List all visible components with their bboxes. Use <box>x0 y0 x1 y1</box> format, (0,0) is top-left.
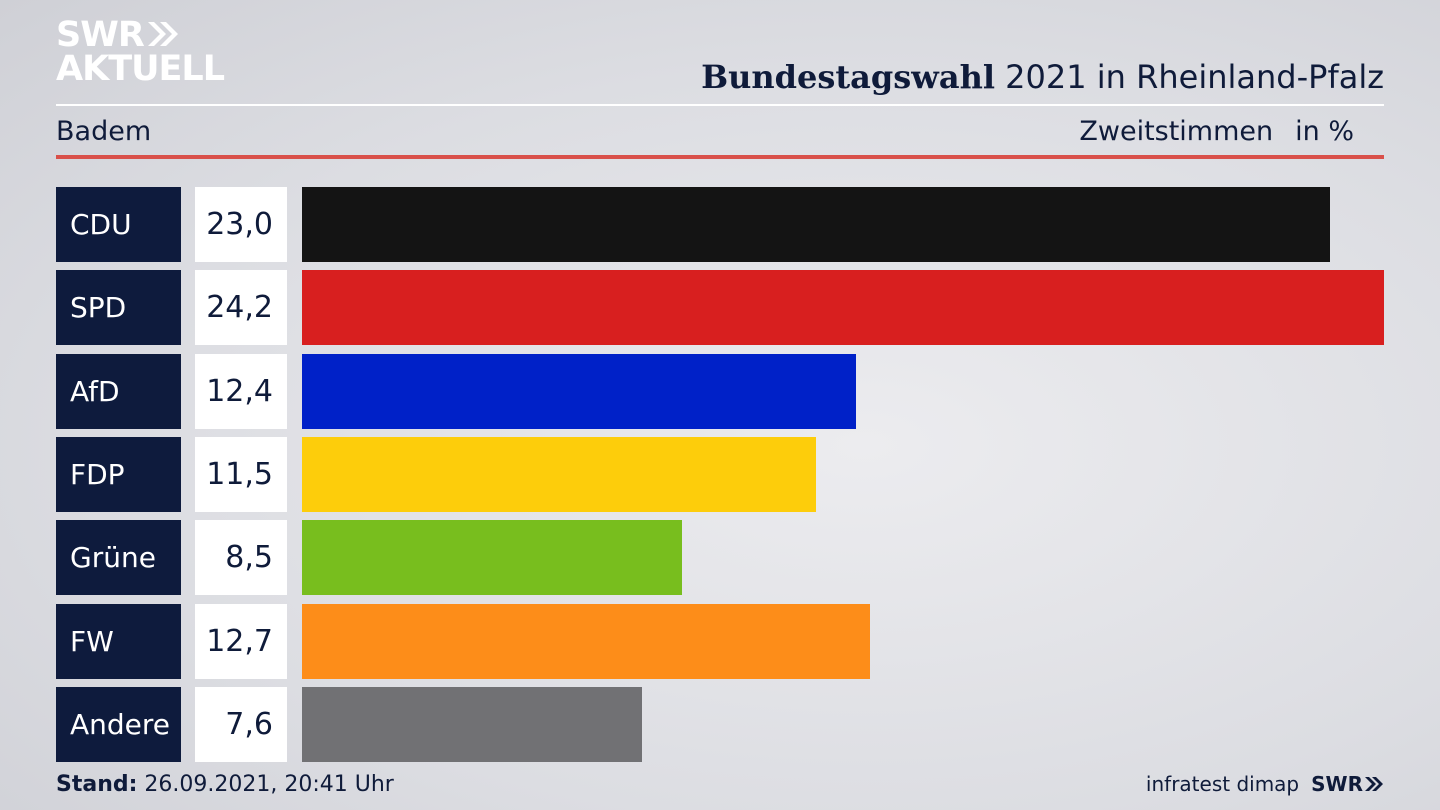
footer-credits: infratest dimap SWR <box>1146 772 1384 796</box>
value-label: 23,0 <box>195 187 287 262</box>
source-credit: infratest dimap <box>1145 772 1300 796</box>
brand-chevron-icon <box>1365 777 1383 791</box>
bar <box>302 520 682 595</box>
bar-row: FW 12,7 <box>56 604 1384 679</box>
chart-title: Bundestagswahl 2021 in Rheinland-Pfalz <box>701 58 1384 96</box>
swr-aktuell-logo: SWR AKTUELL <box>56 15 225 89</box>
swr-brand: SWR <box>1311 772 1384 796</box>
bar-row: Andere 7,6 <box>56 687 1384 762</box>
bar <box>302 270 1384 345</box>
value-label: 7,6 <box>195 687 287 762</box>
party-label: FW <box>56 604 181 679</box>
bar-row: SPD 24,2 <box>56 270 1384 345</box>
region-label: Badem <box>56 116 152 147</box>
title-bold: Bundestagswahl <box>701 58 995 96</box>
value-label: 24,2 <box>195 270 287 345</box>
timestamp: Stand: 26.09.2021, 20:41 Uhr <box>56 772 394 797</box>
party-label: Andere <box>56 687 181 762</box>
party-label: Grüne <box>56 520 181 595</box>
bar-row: CDU 23,0 <box>56 187 1384 262</box>
bar <box>302 187 1330 262</box>
unit-text: in % <box>1295 116 1354 147</box>
bar-row: FDP 11,5 <box>56 437 1384 512</box>
timestamp-value: 26.09.2021, 20:41 Uhr <box>144 772 394 797</box>
title-rest: 2021 in Rheinland-Pfalz <box>1005 58 1384 96</box>
bar <box>302 437 816 512</box>
brand-text: SWR <box>1311 772 1363 796</box>
logo-text-swr: SWR <box>56 15 145 55</box>
value-label: 12,7 <box>195 604 287 679</box>
bar <box>302 604 870 679</box>
bar-row: AfD 12,4 <box>56 354 1384 429</box>
party-label: FDP <box>56 437 181 512</box>
double-chevron-icon <box>147 22 178 46</box>
timestamp-label: Stand: <box>56 772 138 797</box>
bar <box>302 687 642 762</box>
measure-text: Zweitstimmen <box>1079 116 1274 147</box>
value-label: 11,5 <box>195 437 287 512</box>
party-label: CDU <box>56 187 181 262</box>
logo-line-2: AKTUELL <box>56 49 225 89</box>
value-label: 12,4 <box>195 354 287 429</box>
party-label: AfD <box>56 354 181 429</box>
bar <box>302 354 856 429</box>
divider-red <box>56 155 1384 159</box>
bar-row: Grüne 8,5 <box>56 520 1384 595</box>
party-label: SPD <box>56 270 181 345</box>
value-label: 8,5 <box>195 520 287 595</box>
divider-white <box>56 104 1384 106</box>
measure-label: Zweitstimmen in % <box>1079 116 1354 147</box>
logo-line-1: SWR <box>56 15 224 55</box>
